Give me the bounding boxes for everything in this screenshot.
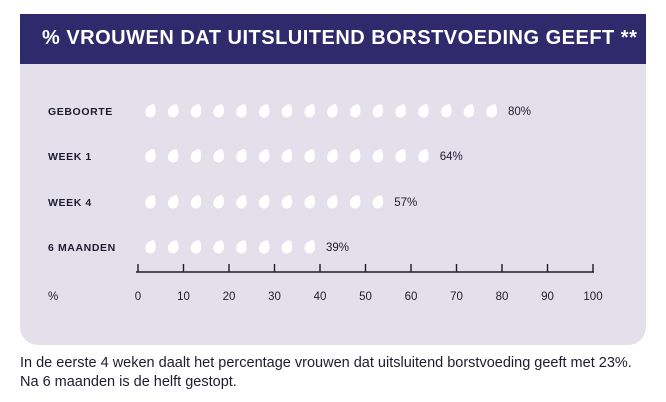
value-label-1: 64% (440, 151, 463, 163)
chart-header: % vrouwen dat uitsluitend borstvoeding g… (20, 14, 646, 64)
value-label-0: 80% (508, 106, 531, 118)
drop-icon (372, 104, 384, 118)
drop-icon (258, 240, 270, 254)
drop-icon (395, 104, 406, 118)
drop-icon (349, 149, 361, 163)
drop-icon (236, 240, 247, 254)
drop-icon (372, 149, 384, 163)
drop-icon (167, 104, 179, 118)
drop-icon (167, 149, 179, 163)
x-tick-label: 40 (314, 291, 327, 303)
drop-icon (258, 149, 270, 163)
x-tick-label: 20 (223, 291, 236, 303)
x-tick-label: 70 (450, 291, 463, 303)
drop-icon (190, 240, 202, 254)
drop-icon (190, 149, 202, 163)
drop-icon (418, 104, 429, 118)
drop-icon (349, 195, 361, 209)
x-tick-label: 100 (583, 291, 602, 303)
drop-icon (304, 104, 315, 118)
drop-icon (395, 149, 406, 163)
x-tick-label: 0 (135, 291, 141, 303)
x-tick-label: 90 (541, 291, 554, 303)
drop-icon (372, 195, 384, 209)
drop-icon (281, 195, 293, 209)
drop-icon (327, 104, 338, 118)
row-label-0: GEBOORTE (48, 106, 113, 118)
drop-icon (213, 240, 224, 254)
drop-icon (213, 149, 224, 163)
drop-icon (258, 195, 270, 209)
chart-caption: In de eerste 4 weken daalt het percentag… (20, 355, 632, 390)
drop-icon (463, 104, 475, 118)
drop-icon (327, 195, 338, 209)
row-label-1: WEEK 1 (48, 151, 92, 163)
drop-icon (236, 149, 247, 163)
row-label-3: 6 MAANDEN (48, 242, 116, 254)
drop-icon (304, 149, 315, 163)
drop-icon (190, 195, 202, 209)
chart-panel: % vrouwen dat uitsluitend borstvoeding g… (20, 14, 646, 345)
drop-icon (167, 195, 179, 209)
drop-icon (486, 104, 497, 118)
drop-icon (304, 240, 315, 254)
drop-icon (327, 149, 338, 163)
drop-icon (281, 240, 293, 254)
drop-icon (281, 149, 293, 163)
drop-icon (349, 104, 361, 118)
drop-icon (236, 195, 247, 209)
value-label-2: 57% (394, 197, 417, 209)
x-tick-label: 60 (405, 291, 418, 303)
drop-icon (440, 104, 452, 118)
x-tick-label: 80 (496, 291, 509, 303)
drop-icon (213, 104, 224, 118)
drop-icon (213, 195, 224, 209)
value-label-3: 39% (326, 242, 349, 254)
drop-icon (418, 149, 429, 163)
pictogram-chart: GEBOORTE 80% WEEK 1 64% WEEK 4 57% 6 MAANDEN 39… (48, 104, 603, 303)
drop-icon (281, 104, 293, 118)
drop-icon (304, 195, 315, 209)
chart-title: % vrouwen dat uitsluitend borstvoeding g… (42, 27, 638, 49)
x-tick-label: 30 (268, 291, 281, 303)
x-tick-label: 50 (359, 291, 372, 303)
drop-icon (145, 195, 156, 209)
drop-icon (167, 240, 179, 254)
drop-icon (258, 104, 270, 118)
x-tick-label: 10 (177, 291, 190, 303)
drop-icon (190, 104, 202, 118)
drop-icon (145, 240, 156, 254)
drop-icon (236, 104, 247, 118)
x-axis-label: % (48, 291, 58, 303)
row-label-2: WEEK 4 (48, 197, 92, 209)
drop-icon (145, 104, 156, 118)
drop-icon (145, 149, 156, 163)
